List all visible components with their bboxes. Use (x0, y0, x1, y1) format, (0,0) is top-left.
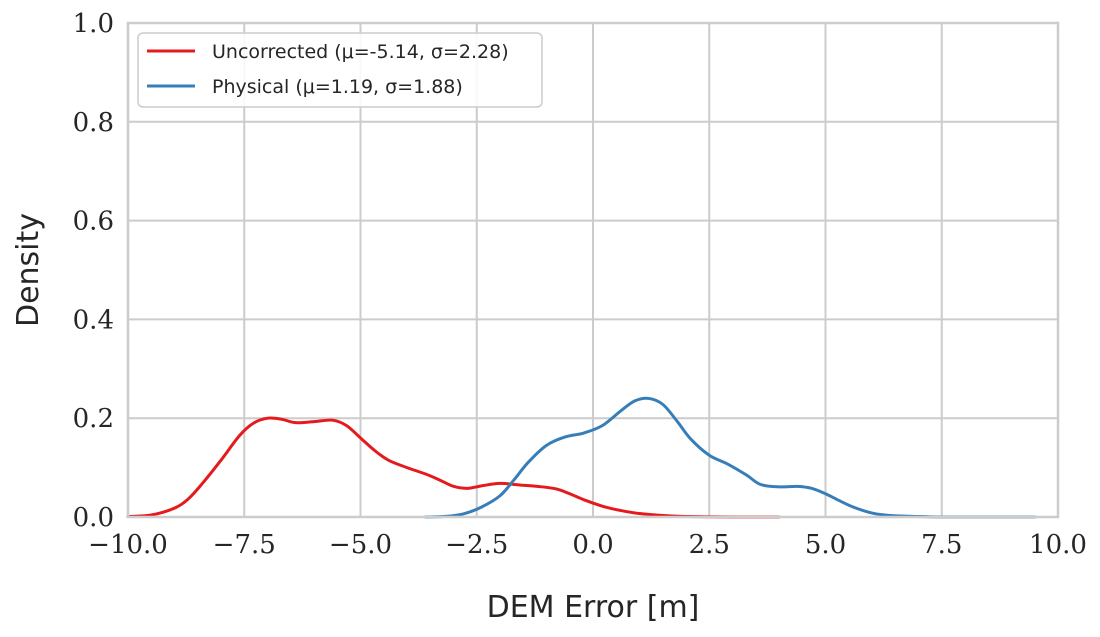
x-tick-label: −5.0 (329, 530, 392, 560)
x-tick-label: 7.5 (921, 530, 962, 560)
y-tick-labels: 0.0 0.2 0.4 0.6 0.8 1.0 (73, 9, 114, 533)
y-axis-label: Density (11, 213, 46, 327)
y-tick-label: 0.6 (73, 207, 114, 237)
legend-box (137, 32, 543, 108)
y-tick-label: 0.0 (73, 503, 114, 533)
y-tick-label: 0.4 (73, 305, 114, 335)
x-tick-label: 2.5 (689, 530, 730, 560)
plot-frame (126, 21, 1060, 519)
x-tick-label: 10.0 (1029, 530, 1087, 560)
legend: Uncorrected (μ=-5.14, σ=2.28) Physical (μ… (137, 32, 543, 108)
series-line-1 (126, 416, 781, 519)
y-tick-label: 1.0 (73, 9, 114, 39)
y-tick-label: 0.8 (73, 108, 114, 138)
x-tick-label: 5.0 (805, 530, 846, 560)
x-tick-label: 0.0 (572, 530, 613, 560)
x-tick-label: −7.5 (213, 530, 276, 560)
x-tick-label: −10.0 (88, 530, 168, 560)
legend-entry-2: Physical (μ=1.19, σ=1.88) (212, 76, 463, 98)
series-layer (126, 396, 1037, 519)
x-tick-labels: −10.0 −7.5 −5.0 −2.5 0.0 2.5 5.0 7.5 10.0 (88, 530, 1087, 560)
legend-entry-1: Uncorrected (μ=-5.14, σ=2.28) (212, 41, 509, 63)
x-axis-label: DEM Error [m] (487, 590, 700, 625)
y-tick-label: 0.2 (73, 404, 114, 434)
series-line-2 (424, 396, 1037, 519)
x-tick-label: −2.5 (445, 530, 508, 560)
